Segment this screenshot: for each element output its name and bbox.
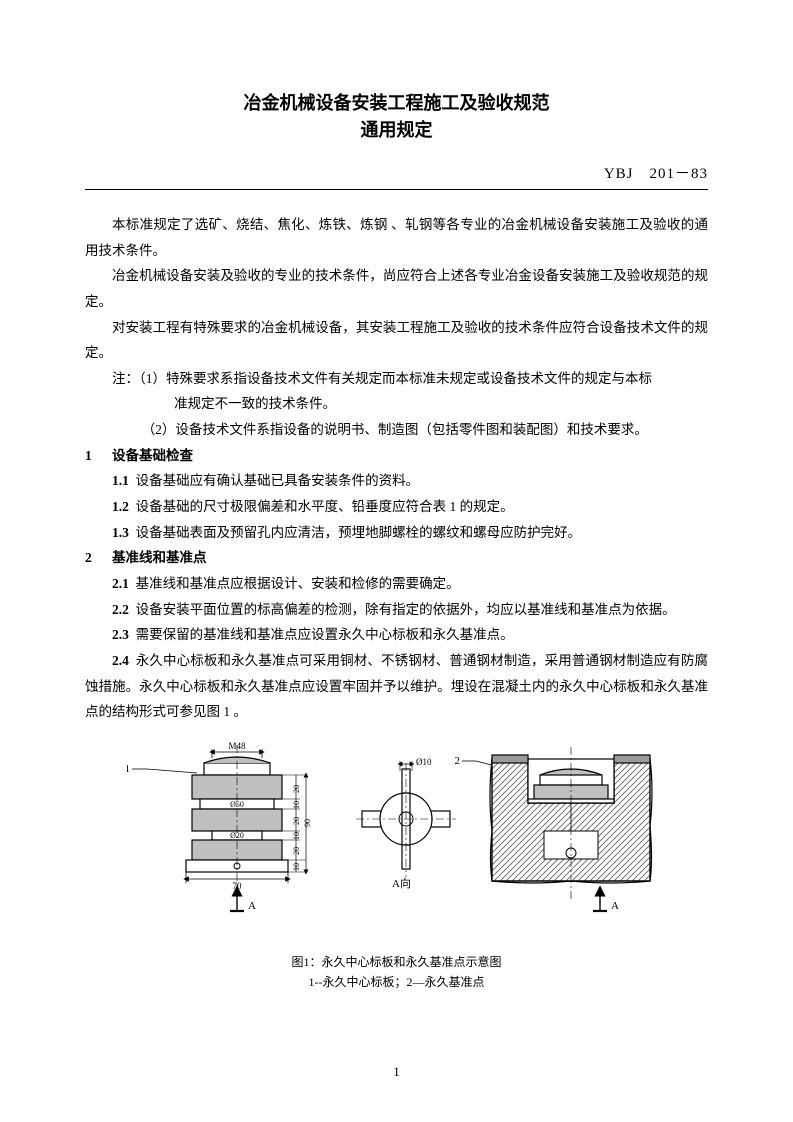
figure-1-caption-1: 图1：永久中心标板和永久基准点示意图	[85, 953, 708, 971]
clause-2-2-text: 设备安装平面位置的标高偏差的检测，除有指定的依据外，均应以基准线和基准点为依据。	[136, 602, 676, 617]
section-1-title: 设备基础检查	[112, 448, 193, 463]
clause-2-1: 2.1 基准线和基准点应根据设计、安装和检修的需要确定。	[85, 571, 708, 597]
a-direction-label: A向	[392, 876, 411, 890]
dim-10b: 10	[292, 832, 301, 840]
title-rule	[85, 189, 708, 190]
dim-10a: 10	[292, 801, 301, 809]
intro-para-2: 冶金机械设备安装及验收的专业的技术条件，尚应符合上述各专业冶金设备安装施工及验收…	[85, 263, 708, 314]
title-line-2: 通用规定	[85, 117, 708, 144]
clause-2-4-num: 2.4	[112, 648, 129, 674]
clause-1-1: 1.1 设备基础应有确认基础已具备安装条件的资料。	[85, 468, 708, 494]
clause-1-2: 1.2 设备基础的尺寸极限偏差和水平度、铅垂度应符合表 1 的规定。	[85, 494, 708, 520]
dim-20b: 20	[292, 817, 301, 825]
clause-2-4-text: 永久中心标板和永久基准点可采用铜材、不锈钢材、普通钢材制造，采用普通钢材制造应有…	[85, 653, 708, 719]
figure-1: 1 M48 Ø50 Ø20	[85, 741, 708, 951]
section-2-num: 2	[85, 545, 112, 571]
figure-1-caption-2: 1--永久中心标板；2—永久基准点	[85, 973, 708, 991]
clause-1-1-text: 设备基础应有确认基础已具备安装条件的资料。	[136, 473, 420, 488]
clause-1-3-text: 设备基础表面及预留孔内应清洁，预埋地脚螺栓的螺纹和螺母应防护完好。	[136, 525, 582, 540]
section-1-heading: 1设备基础检查	[85, 443, 708, 469]
figure-1-svg: 1 M48 Ø50 Ø20	[127, 741, 667, 951]
clause-2-3: 2.3 需要保留的基准线和基准点应设置永久中心标板和永久基准点。	[85, 622, 708, 648]
note-2: （2）设备技术文件系指设备的说明书、制造图（包括零件图和装配图）和技术要求。	[85, 417, 708, 443]
dim-70: 70	[232, 881, 242, 891]
section-2-title: 基准线和基准点	[112, 550, 207, 565]
dim-10c: 10	[292, 863, 301, 871]
clause-1-3-num: 1.3	[112, 520, 129, 546]
clause-2-3-num: 2.3	[112, 622, 129, 648]
dim-90: 90	[303, 819, 312, 827]
notes: 注：（1）特殊要求系指设备技术文件有关规定而本标准未规定或设备技术文件的规定与本…	[85, 366, 708, 443]
section-A-left: A	[248, 900, 256, 912]
clause-1-3: 1.3 设备基础表面及预留孔内应清洁，预埋地脚螺栓的螺纹和螺母应防护完好。	[85, 520, 708, 546]
intro-para-3: 对安装工程有特殊要求的冶金机械设备，其安装工程施工及验收的技术条件应符合设备技术…	[85, 315, 708, 366]
page-number: 1	[0, 1064, 793, 1080]
dim-20a: 20	[292, 785, 301, 793]
clause-2-2-num: 2.2	[112, 597, 129, 623]
intro-para-1: 本标准规定了选矿、烧结、焦化、炼铁、炼钢 、轧钢等各专业的冶金机械设备安装施工及…	[85, 212, 708, 263]
fig-label-1: 1	[127, 763, 130, 775]
section-2-heading: 2基准线和基准点	[85, 545, 708, 571]
clause-1-2-num: 1.2	[112, 494, 129, 520]
document-code: YBJ 201－83	[85, 162, 708, 183]
clause-2-1-text: 基准线和基准点应根据设计、安装和检修的需要确定。	[136, 576, 460, 591]
clause-2-3-text: 需要保留的基准线和基准点应设置永久中心标板和永久基准点。	[136, 627, 514, 642]
clause-2-2: 2.2 设备安装平面位置的标高偏差的检测，除有指定的依据外，均应以基准线和基准点为…	[85, 597, 708, 623]
fig-label-2: 2	[454, 755, 460, 767]
clause-1-1-num: 1.1	[112, 468, 129, 494]
note-1a: 注：（1）特殊要求系指设备技术文件有关规定而本标准未规定或设备技术文件的规定与本…	[85, 366, 708, 392]
dim-d10: Ø10	[416, 757, 432, 767]
section-1-num: 1	[85, 443, 112, 469]
title-line-1: 冶金机械设备安装工程施工及验收规范	[85, 90, 708, 117]
dim-20c: 20	[292, 847, 301, 855]
clause-2-4: 2.4永久中心标板和永久基准点可采用铜材、不锈钢材、普通钢材制造，采用普通钢材制…	[85, 648, 708, 725]
clause-2-1-num: 2.1	[112, 571, 129, 597]
note-1b: 准规定不一致的技术条件。	[85, 391, 708, 417]
clause-1-2-text: 设备基础的尺寸极限偏差和水平度、铅垂度应符合表 1 的规定。	[136, 499, 514, 514]
section-A-right: A	[611, 900, 619, 912]
